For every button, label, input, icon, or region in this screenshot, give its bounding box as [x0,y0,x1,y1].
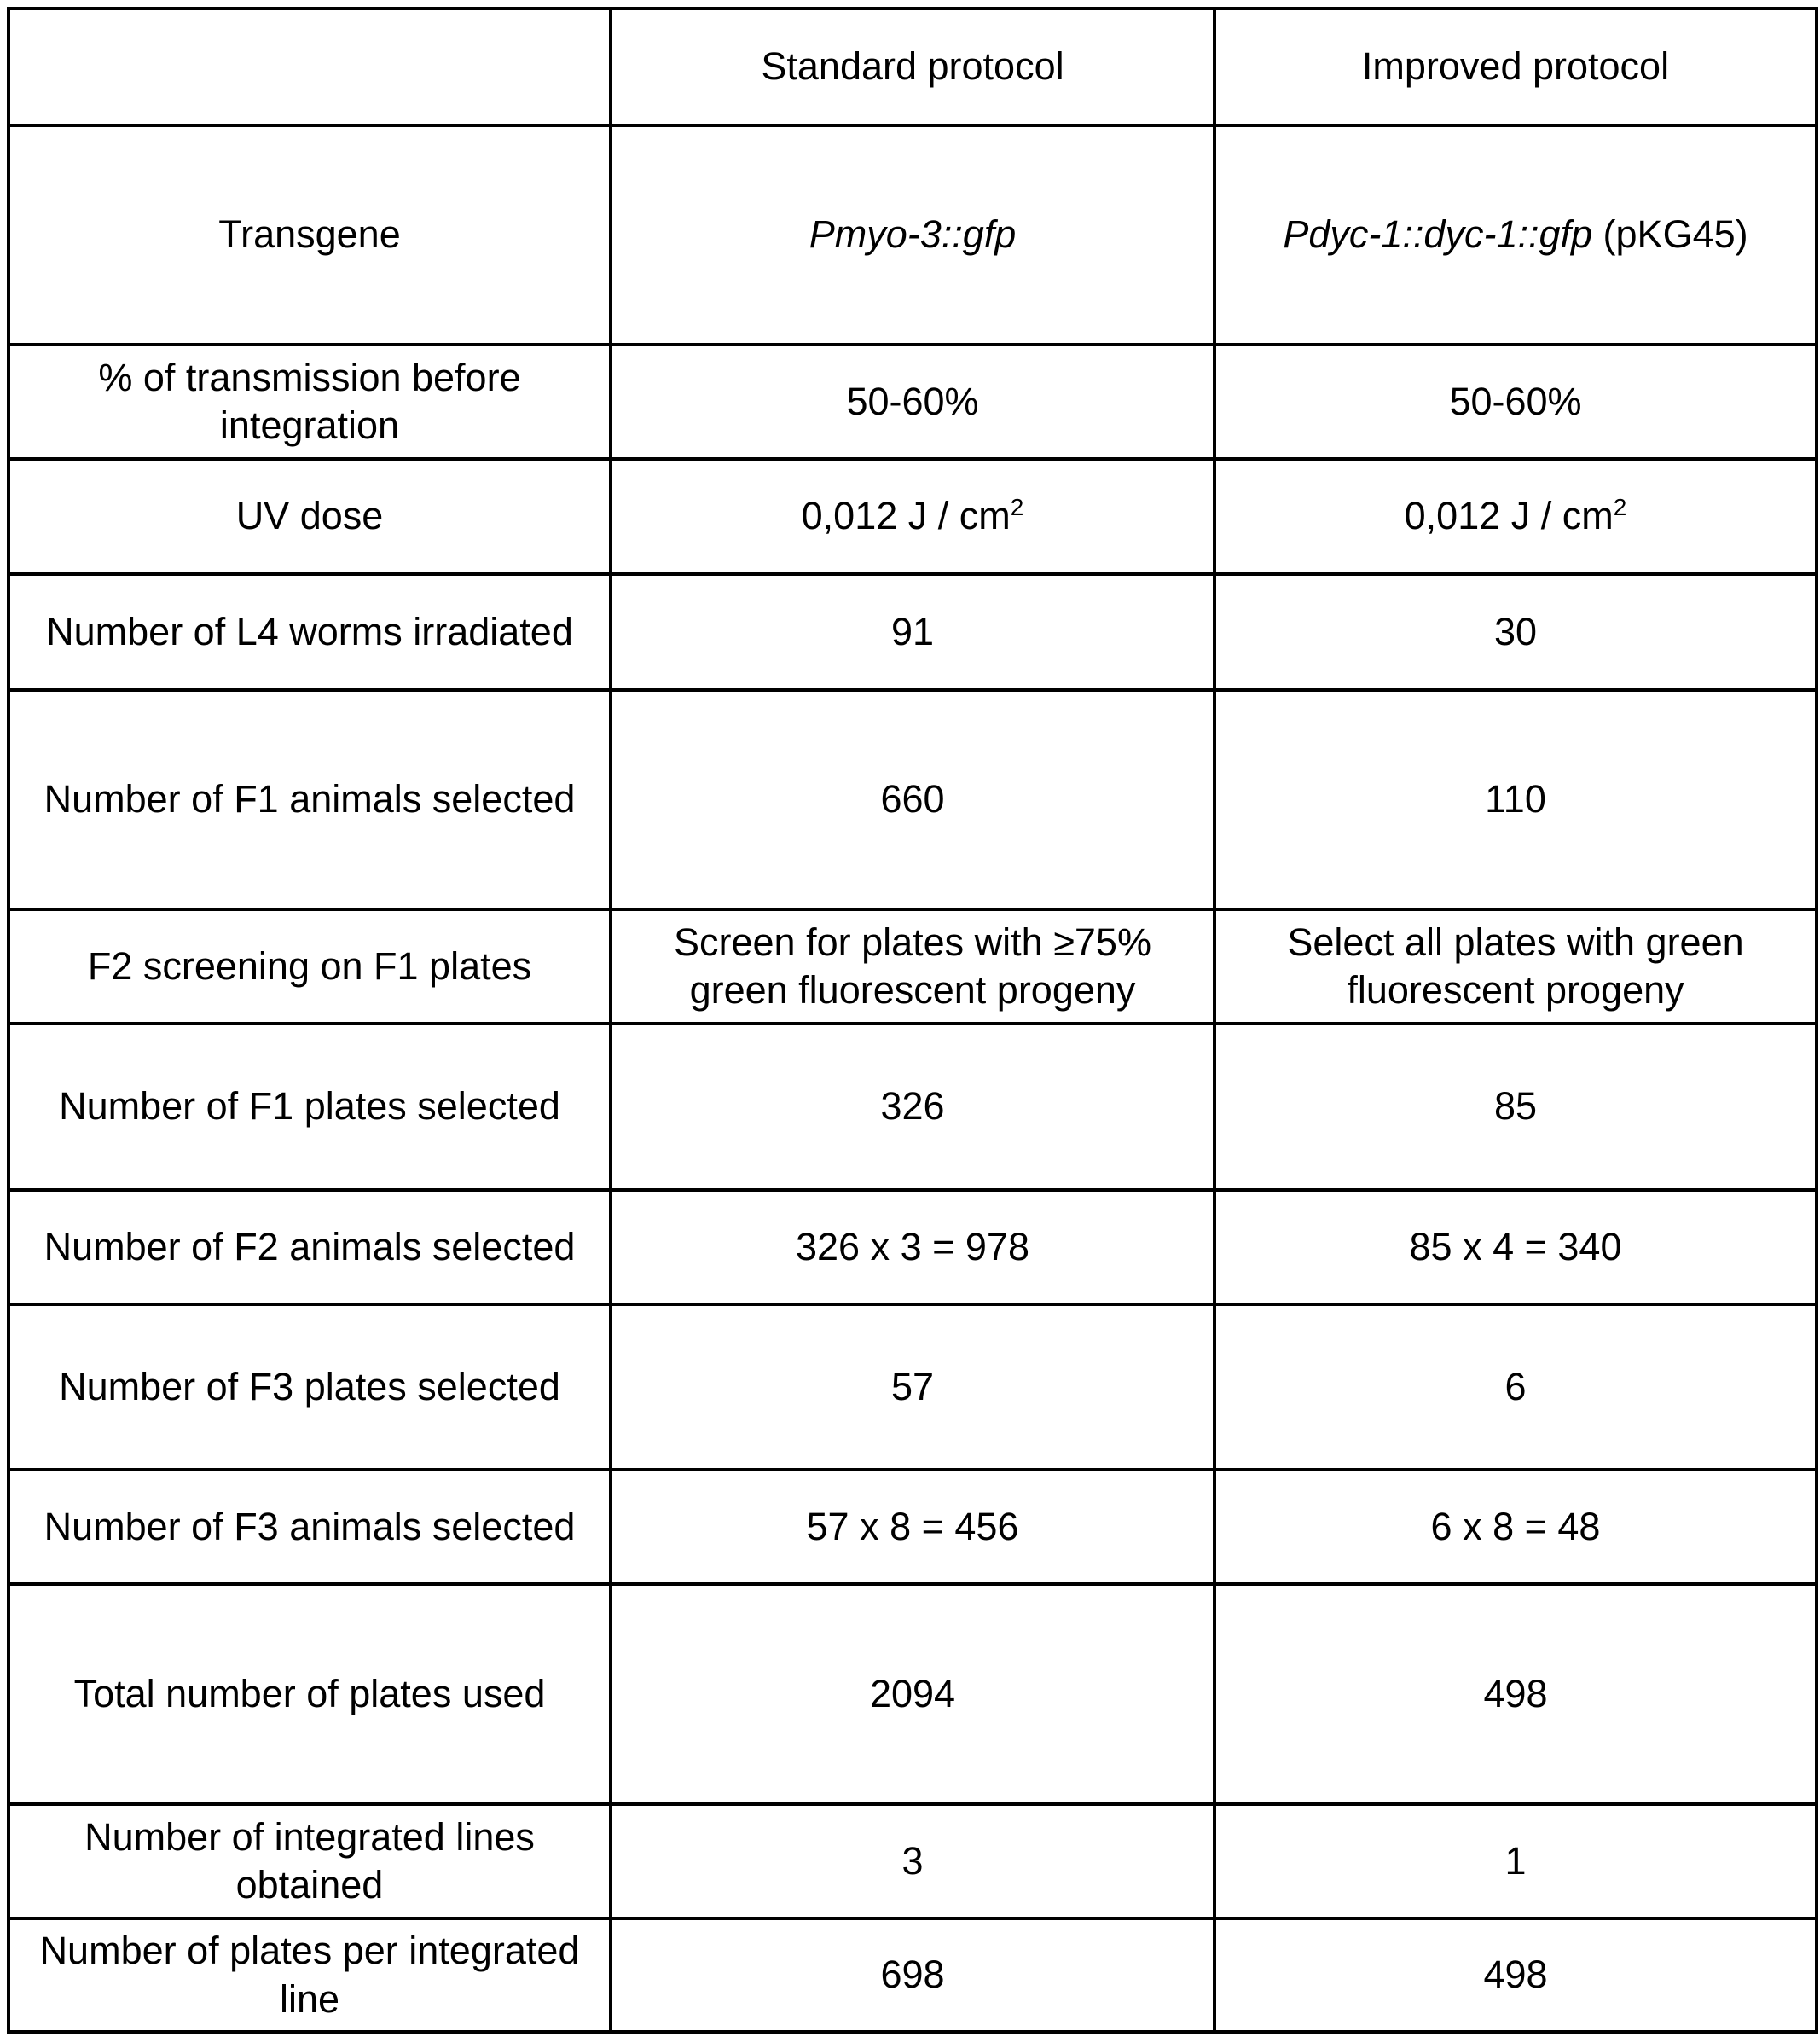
table-row: UV dose 0,012 J / cm2 0,012 J / cm2 [7,457,1818,576]
protocol-comparison-table: Standard protocol Improved protocol Tran… [7,7,1818,2034]
superscript: 2 [1613,494,1627,521]
row-label: Number of F1 plates selected [7,1022,612,1192]
table-row: Number of L4 worms irradiated 91 30 [7,572,1818,692]
improved-cell: 85 [1213,1022,1818,1192]
table-row: Number of F3 plates selected 57 6 [7,1303,1818,1471]
row-label: F2 screening on F1 plates [7,908,612,1025]
table-row: Number of plates per integrated line 698… [7,1917,1818,2034]
table-row: Number of F3 animals selected 57 x 8 = 4… [7,1468,1818,1586]
table-row: Transgene Pmyo-3::gfp Pdyc-1::dyc-1::gfp… [7,124,1818,346]
uv-value: 0,012 J / cm [1404,494,1614,538]
improved-cell: 1 [1213,1802,1818,1920]
row-label: Number of plates per integrated line [7,1917,612,2034]
standard-cell: Pmyo-3::gfp [609,124,1216,346]
row-label: Number of F3 plates selected [7,1303,612,1471]
table-row: Number of integrated lines obtained 3 1 [7,1802,1818,1920]
improved-cell: 0,012 J / cm2 [1213,457,1818,576]
row-label: Number of L4 worms irradiated [7,572,612,692]
standard-cell: 57 x 8 = 456 [609,1468,1216,1586]
row-label: Number of F3 animals selected [7,1468,612,1586]
standard-cell: Screen for plates with ≥75% green fluore… [609,908,1216,1025]
row-label: Total number of plates used [7,1582,612,1806]
standard-cell: 326 x 3 = 978 [609,1188,1216,1306]
standard-cell: 50-60% [609,343,1216,461]
table-row: Number of F1 animals selected 660 110 [7,688,1818,911]
transgene-name: Pdyc-1::dyc-1::gfp [1283,212,1593,257]
uv-value: 0,012 J / cm [801,494,1011,538]
transgene-name: Pmyo-3::gfp [809,212,1017,257]
improved-cell: 110 [1213,688,1818,911]
standard-cell: 2094 [609,1582,1216,1806]
standard-cell: 698 [609,1917,1216,2034]
improved-cell: 498 [1213,1582,1818,1806]
header-row: Standard protocol Improved protocol [7,7,1818,127]
row-label: Transgene [7,124,612,346]
table-row: Total number of plates used 2094 498 [7,1582,1818,1806]
standard-cell: 57 [609,1303,1216,1471]
row-label: Number of integrated lines obtained [7,1802,612,1920]
row-label: UV dose [7,457,612,576]
plasmid-name: (pKG45) [1592,212,1748,257]
improved-cell: Select all plates with green fluorescent… [1213,908,1818,1025]
standard-cell: 91 [609,572,1216,692]
row-label: Number of F1 animals selected [7,688,612,911]
row-label: % of transmission before integration [7,343,612,461]
row-label: Number of F2 animals selected [7,1188,612,1306]
table-row: % of transmission before integration 50-… [7,343,1818,461]
improved-cell: 6 x 8 = 48 [1213,1468,1818,1586]
table-row: F2 screening on F1 plates Screen for pla… [7,908,1818,1025]
improved-cell: 498 [1213,1917,1818,2034]
improved-cell: Pdyc-1::dyc-1::gfp (pKG45) [1213,124,1818,346]
header-cell: Improved protocol [1213,7,1818,127]
standard-cell: 3 [609,1802,1216,1920]
superscript: 2 [1010,494,1024,521]
improved-cell: 50-60% [1213,343,1818,461]
standard-cell: 660 [609,688,1216,911]
standard-cell: 326 [609,1022,1216,1192]
improved-cell: 85 x 4 = 340 [1213,1188,1818,1306]
table-row: Number of F1 plates selected 326 85 [7,1022,1818,1192]
improved-cell: 6 [1213,1303,1818,1471]
improved-cell: 30 [1213,572,1818,692]
table-row: Number of F2 animals selected 326 x 3 = … [7,1188,1818,1306]
header-cell: Standard protocol [609,7,1216,127]
header-cell [7,7,612,127]
standard-cell: 0,012 J / cm2 [609,457,1216,576]
